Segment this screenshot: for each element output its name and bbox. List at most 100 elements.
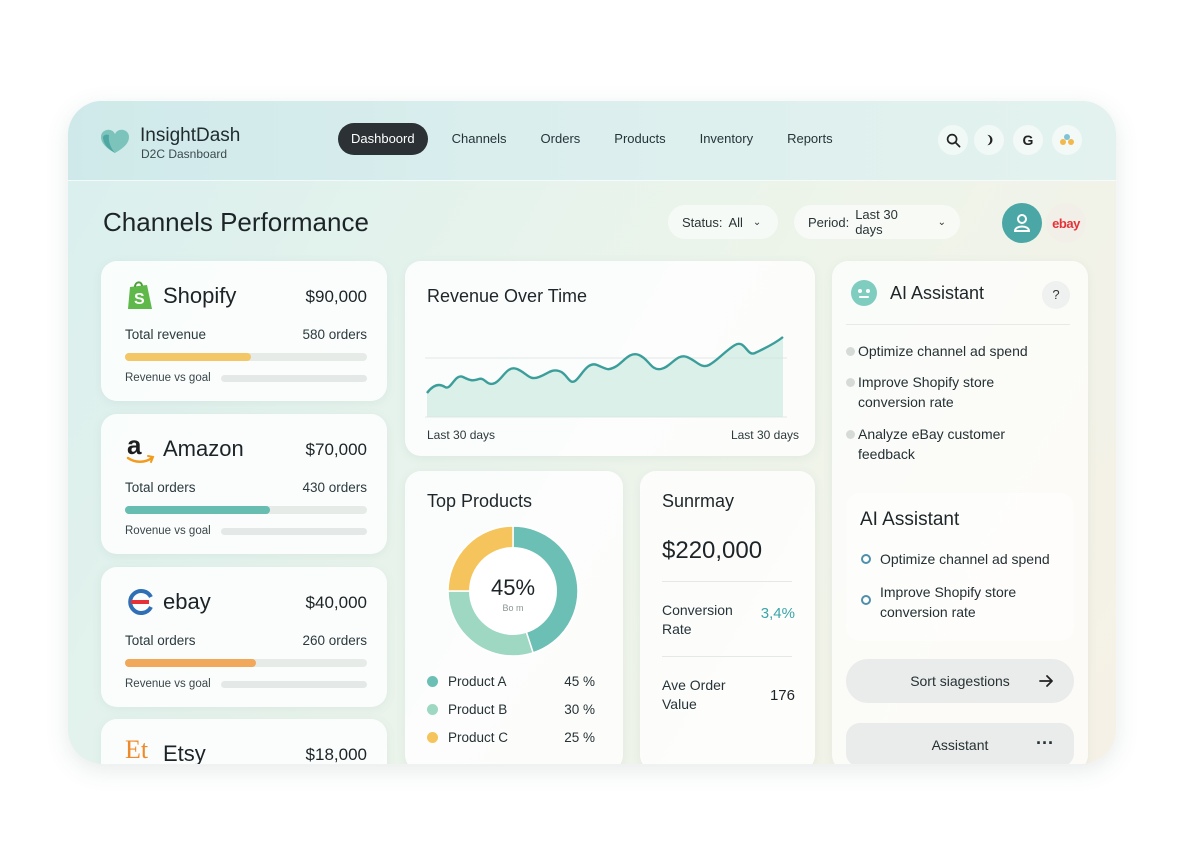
summary-total: $220,000 — [662, 537, 763, 564]
page-title: Channels Performance — [103, 207, 369, 237]
help-button[interactable]: ? — [1042, 281, 1070, 309]
status-filter-value: All — [728, 214, 743, 230]
donut-center-value: 45% — [490, 575, 536, 600]
svg-text:S: S — [134, 291, 145, 308]
nav-dashboard[interactable]: Dashboord — [338, 123, 428, 155]
ai-subpanel-title: AI Assistant — [860, 509, 960, 530]
channel-amount: $70,000 — [305, 440, 367, 459]
user-avatar[interactable] — [1002, 203, 1042, 243]
revenue-progress-fill — [125, 353, 251, 361]
etsy-logo-icon: Et — [125, 735, 149, 764]
channel-amount: $40,000 — [305, 593, 367, 612]
shopify-logo-icon: S — [128, 281, 152, 309]
summary-title: Sunrmay — [662, 491, 735, 511]
google-icon[interactable]: G — [1013, 125, 1043, 155]
channel-card-etsy[interactable]: Et Etsy $18,000 — [101, 719, 387, 764]
channel-name: Etsy — [163, 741, 206, 764]
top-products-title: Top Products — [427, 491, 533, 511]
summary-card: Sunrmay $220,000 Conversion Rate 3,4% Av… — [640, 471, 815, 764]
goal-label: Revenue vs goal — [125, 678, 211, 690]
assistant-button[interactable]: Assistant ··· — [846, 723, 1074, 764]
search-icon[interactable] — [938, 125, 968, 155]
legend-product-c: Product C 25 % — [427, 730, 595, 745]
ai-suggestion[interactable]: Improve Shopify store conversion rate — [861, 582, 1050, 622]
channel-metric-label: Total orders — [125, 480, 196, 495]
ai-suggestion[interactable]: Improve Shopify store conversion rate — [846, 372, 1028, 412]
more-options-icon[interactable]: ··· — [1036, 733, 1054, 753]
divider — [662, 581, 792, 582]
channel-order-count: 580 orders — [302, 327, 367, 342]
ai-suggestion[interactable]: Optimize channel ad spend — [846, 341, 1068, 361]
aov-label: Ave Order Value — [662, 677, 726, 712]
main-nav: Dashboord Channels Orders Products Inven… — [338, 123, 855, 155]
channel-card-shopify[interactable]: S Shopify $90,000 Total revenue 580 orde… — [101, 261, 387, 401]
nav-products[interactable]: Products — [614, 131, 666, 146]
status-filter-label: Status: — [682, 214, 723, 230]
donut-center-sub: Bo m — [502, 603, 524, 613]
google-letter: G — [1022, 132, 1034, 148]
channel-card-amazon[interactable]: a Amazon $70,000 Total orders 430 orders… — [101, 414, 387, 554]
legend-value: 30 % — [564, 702, 595, 717]
top-products-donut — [447, 525, 579, 657]
suggestion-text: Improve Shopify store conversion rate — [858, 374, 995, 410]
legend-label: Product C — [448, 730, 509, 745]
ai-suggestion[interactable]: Analyze eBay customer feedback — [846, 424, 1028, 464]
revenue-chart-card: Revenue Over Time Last 30 days Last 30 d… — [405, 261, 815, 456]
channel-name: Amazon — [163, 436, 244, 461]
sort-suggestions-button[interactable]: Sort siagestions — [846, 659, 1074, 703]
suggestion-text: Improve Shopify store conversion rate — [880, 584, 1017, 620]
apps-icon[interactable] — [1052, 125, 1082, 155]
top-bar: InsightDash D2C Dasnboard Dashboord Chan… — [68, 101, 1116, 181]
suggestion-text: Optimize channel ad spend — [858, 343, 1028, 359]
bullet-icon — [861, 595, 871, 605]
conversion-label: Conversion Rate — [662, 602, 733, 637]
nav-reports[interactable]: Reports — [787, 131, 833, 146]
channel-name: ebay — [163, 589, 211, 614]
orders-progress-bar — [125, 659, 367, 667]
nav-orders[interactable]: Orders — [540, 131, 581, 146]
goal-progress-track — [221, 681, 367, 688]
channel-card-ebay[interactable]: ebay $40,000 Total orders 260 orders Rev… — [101, 567, 387, 707]
ai-suggestion[interactable]: Optimize channel ad spend — [861, 549, 1070, 569]
x-axis-end-label: Last 30 days — [730, 428, 799, 442]
goal-progress-track — [221, 375, 367, 382]
legend-label: Product B — [448, 702, 508, 717]
legend-value: 45 % — [564, 674, 595, 689]
bullet-icon — [846, 347, 855, 356]
logo-icon — [101, 129, 129, 153]
legend-value: 25 % — [564, 730, 595, 745]
revenue-chart-title: Revenue Over Time — [427, 286, 588, 306]
goal-label: Revenue vs goal — [125, 372, 211, 384]
legend-product-b: Product B 30 % — [427, 702, 595, 717]
status-filter[interactable]: Status: All ⌄ — [668, 205, 778, 239]
period-filter-label: Period: — [808, 214, 850, 230]
chevron-down-icon: ⌄ — [937, 216, 946, 228]
suggestion-text: Analyze eBay customer feedback — [858, 426, 1006, 462]
divider — [846, 324, 1070, 325]
nav-channels[interactable]: Channels — [451, 131, 507, 146]
moon-icon[interactable] — [974, 125, 1004, 155]
period-filter-value: Last 30 days — [855, 207, 898, 237]
revenue-progress-bar — [125, 353, 367, 361]
channel-metric-label: Total orders — [125, 633, 196, 648]
app-name: InsightDash — [140, 125, 241, 146]
orders-progress-bar — [125, 506, 367, 514]
legend-product-a: Product A 45 % — [427, 674, 595, 689]
channel-metric-label: Total revenue — [125, 327, 207, 342]
period-filter[interactable]: Period: Last 30 days ⌄ — [794, 205, 960, 239]
chevron-down-icon: ⌄ — [752, 216, 762, 228]
suggestion-text: Optimize channel ad spend — [880, 551, 1050, 567]
channel-name: Shopify — [163, 283, 237, 308]
ai-assistant-subpanel: AI Assistant Optimize channel ad spend I… — [846, 493, 1074, 641]
ebay-account-badge[interactable]: ebay — [1046, 203, 1086, 243]
nav-inventory[interactable]: Inventory — [699, 131, 754, 146]
revenue-line-chart — [425, 336, 787, 418]
goal-label: Rovenue vs goal — [125, 525, 211, 537]
assistant-label: Assistant — [931, 737, 989, 753]
ai-title: AI Assistant — [890, 283, 985, 303]
orders-progress-fill — [125, 506, 271, 514]
sort-suggestions-label: Sort siagestions — [910, 673, 1010, 689]
channel-order-count: 430 orders — [302, 480, 367, 495]
bullet-icon — [846, 430, 855, 439]
aov-value: 176 — [769, 687, 795, 704]
